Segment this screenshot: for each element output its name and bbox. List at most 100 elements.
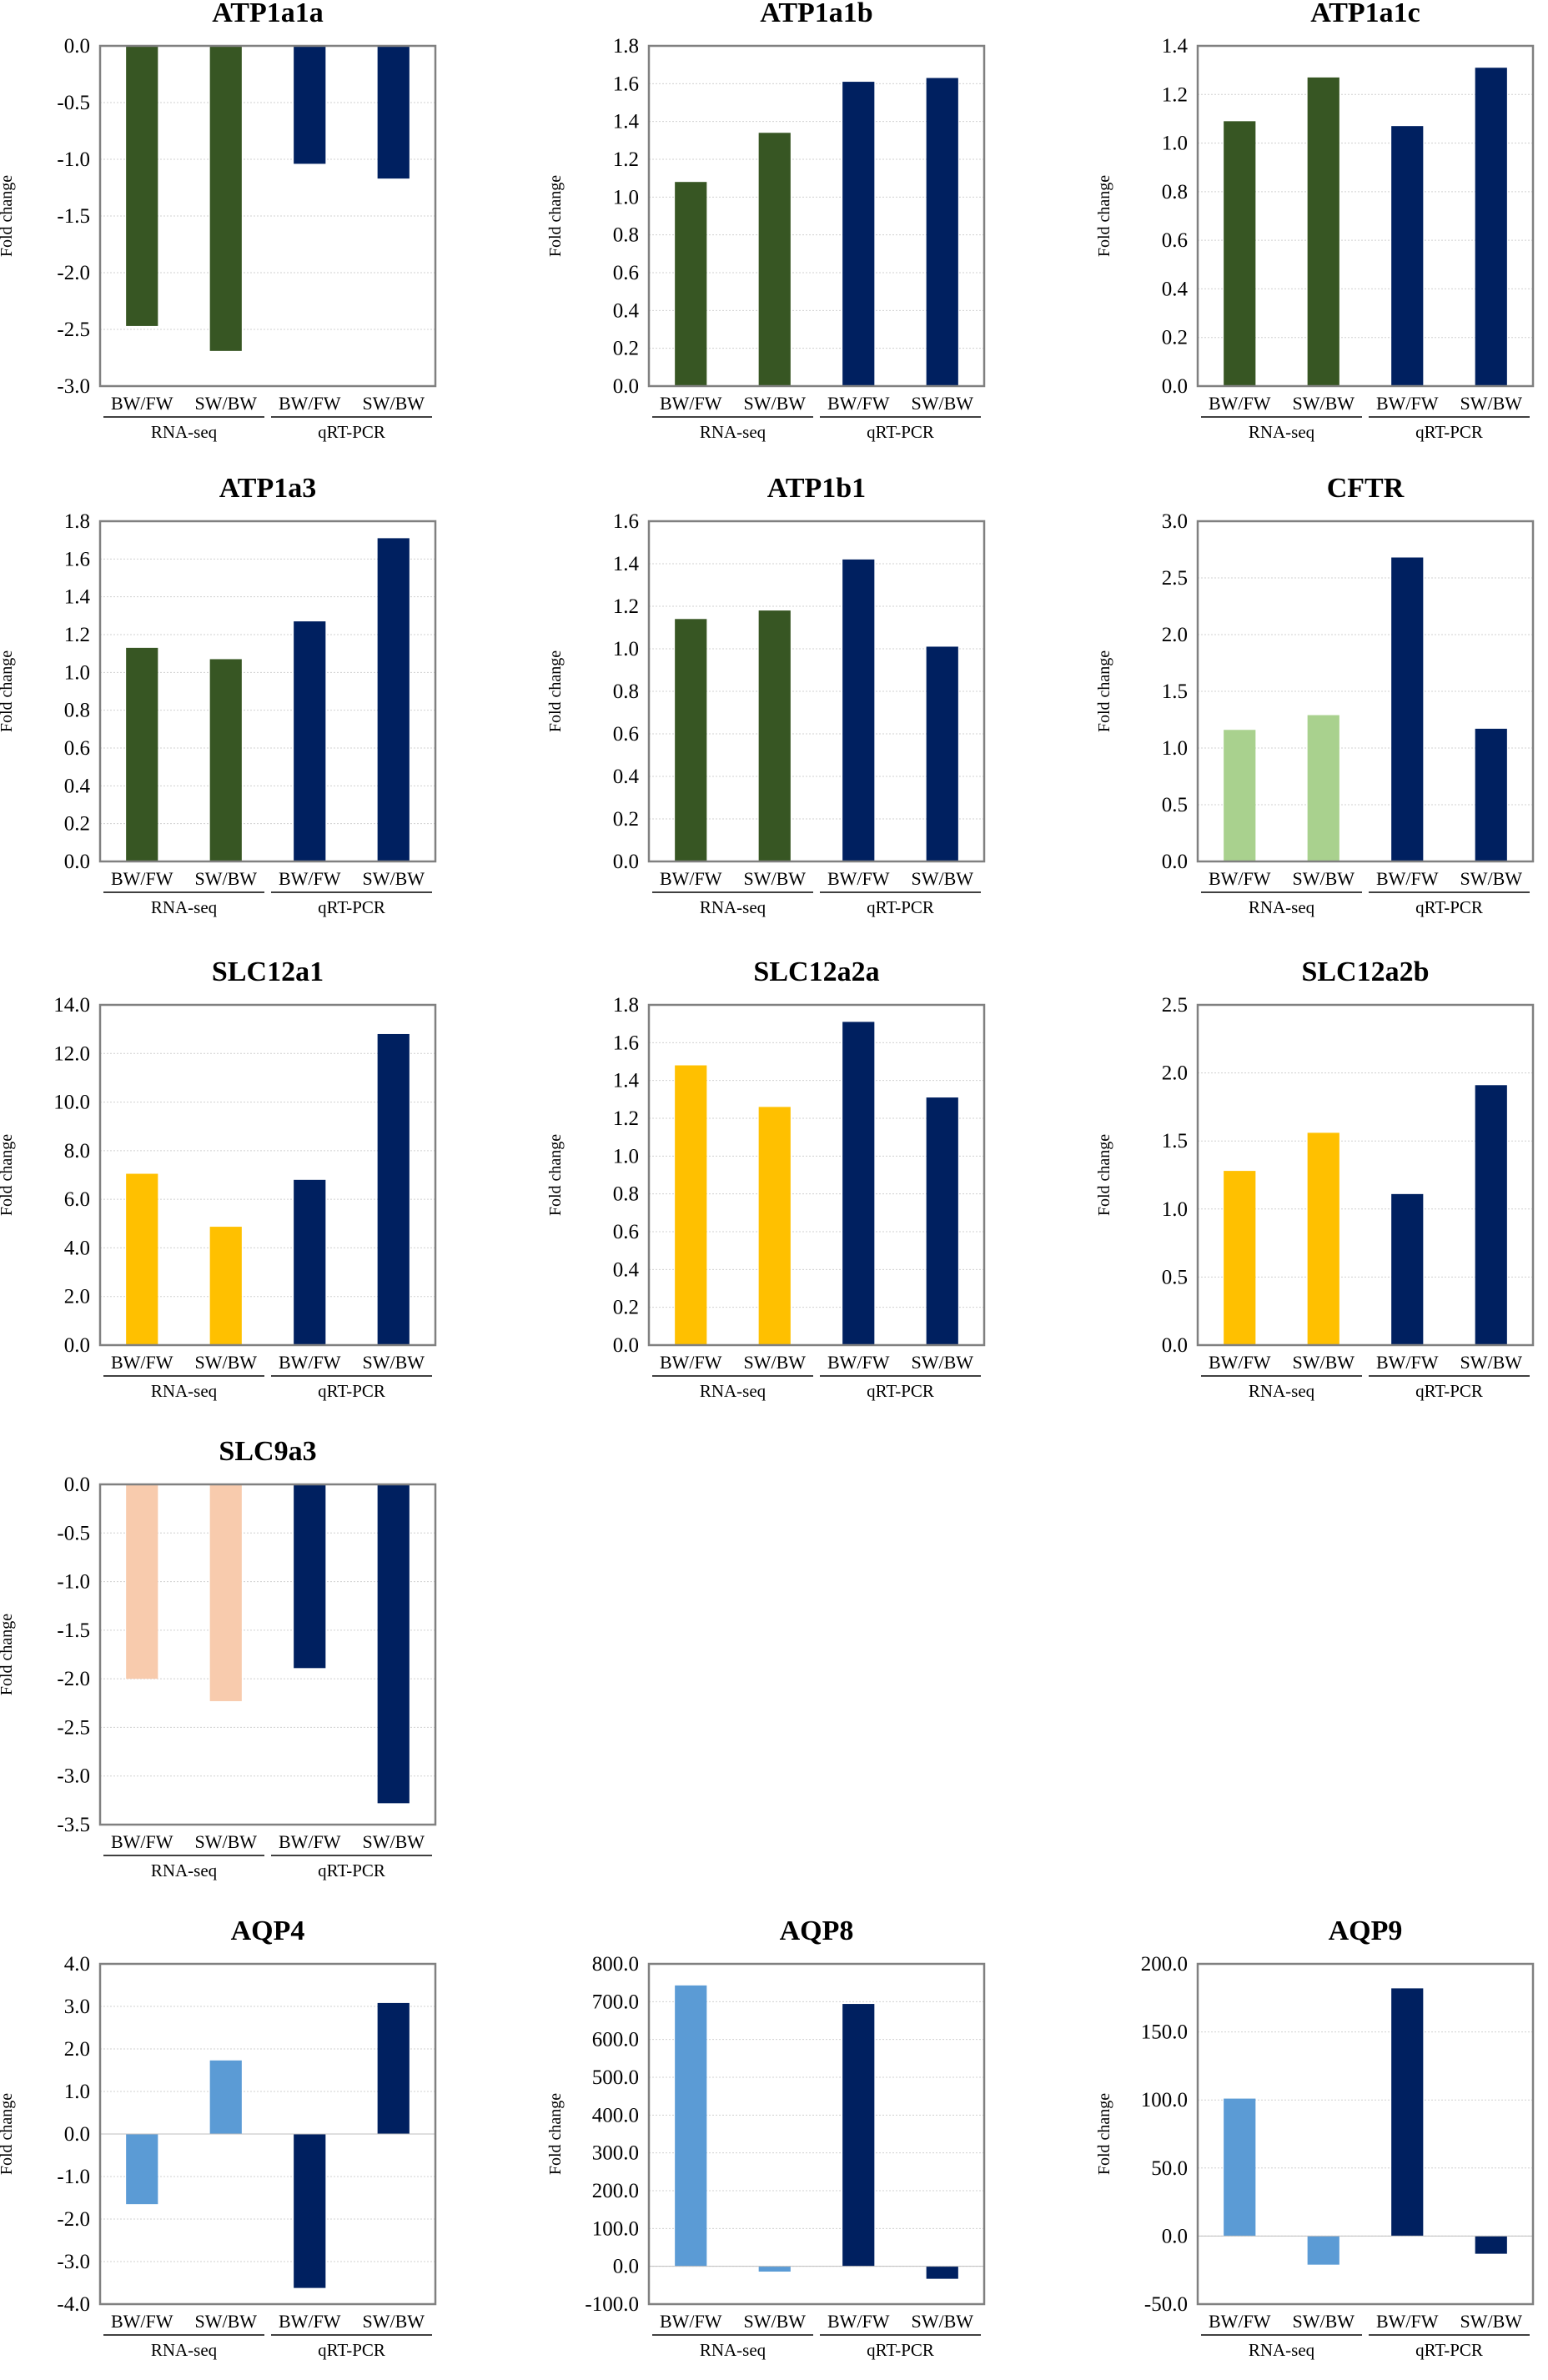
y-tick-label: 0.0 xyxy=(613,375,639,398)
x-tick-label: BW/FW xyxy=(1209,868,1271,889)
bar-atp1a3-2 xyxy=(209,659,242,861)
group-label: qRT-PCR xyxy=(318,1381,385,1401)
plot-frame xyxy=(98,1483,437,1826)
x-tick-label: BW/FW xyxy=(1376,2311,1439,2332)
y-tick-label: 1.0 xyxy=(613,638,639,660)
bar-aqp8-2 xyxy=(758,2266,791,2272)
plot-frame xyxy=(98,44,437,388)
plot-frame xyxy=(1196,44,1535,388)
y-tick-label: 0.2 xyxy=(64,813,90,836)
bar-atp1a1b-1 xyxy=(675,182,707,386)
group-label: qRT-PCR xyxy=(1415,2340,1483,2360)
x-tick-label: SW/BW xyxy=(1292,1352,1354,1373)
y-tick-label: -1.0 xyxy=(57,1571,90,1594)
y-tick-label: -2.0 xyxy=(57,2208,90,2231)
group-label: qRT-PCR xyxy=(318,1860,385,1880)
chart-aqp4: AQP4 -4.0 -3.0 -2.0 -1.0 0.0 1.0 2.0 3.0 4.0 Fold … xyxy=(0,1916,450,2380)
x-tick-label: SW/BW xyxy=(362,393,425,414)
y-tick-label: 2.5 xyxy=(1162,567,1188,590)
y-tick-label: 100.0 xyxy=(1141,2089,1188,2111)
y-tick-label: 0.0 xyxy=(64,35,90,58)
x-tick-label: BW/FW xyxy=(827,2311,890,2332)
y-tick-label: 10.0 xyxy=(53,1092,90,1114)
chart-atp1a1b: ATP1a1b 0.0 0.2 0.4 0.6 0.8 1.0 1.2 1.4 1.6 1.8 Fol… xyxy=(546,0,999,454)
y-tick-label: 1.2 xyxy=(613,1107,639,1130)
y-tick-label: 0.6 xyxy=(613,262,639,284)
group-label: RNA-seq xyxy=(151,422,218,442)
x-tick-label: SW/BW xyxy=(743,1352,806,1373)
y-tick-label: -2.0 xyxy=(57,262,90,284)
x-tick-label: SW/BW xyxy=(743,2311,806,2332)
bar-atp1b1-4 xyxy=(926,646,958,861)
chart-atp1a3: ATP1a3 0.0 0.2 0.4 0.6 0.8 1.0 1.2 1.4 1.6 1.8 Fold… xyxy=(0,473,450,930)
chart-atp1a1a-svg: ATP1a1a -3.0 -2.5 -2.0 -1.5 -1.0 -0.5 0.0 Fold c… xyxy=(0,0,437,442)
chart-atp1a3-svg: ATP1a3 0.0 0.2 0.4 0.6 0.8 1.0 1.2 1.4 1.6 1.8 Fold… xyxy=(0,473,437,917)
y-tick-label: 1.4 xyxy=(613,1070,640,1092)
y-axis-label: Fold change xyxy=(0,650,16,732)
plot-frame xyxy=(647,1962,986,2306)
x-tick-label: BW/FW xyxy=(1209,2311,1271,2332)
y-tick-label: 0.0 xyxy=(613,1334,639,1357)
bar-atp1a1c-2 xyxy=(1307,77,1339,386)
group-label: qRT-PCR xyxy=(318,422,385,442)
y-axis-label: Fold change xyxy=(1095,175,1113,257)
y-axis-label: Fold change xyxy=(0,2093,16,2175)
y-tick-label: 1.0 xyxy=(1162,737,1188,760)
y-tick-label: 1.5 xyxy=(1162,680,1188,703)
y-tick-label: 0.8 xyxy=(613,224,639,247)
plot-frame xyxy=(98,520,437,863)
x-tick-label: BW/FW xyxy=(660,868,722,889)
y-tick-label: 3.0 xyxy=(1162,510,1188,533)
x-tick-label: BW/FW xyxy=(827,1352,890,1373)
y-tick-label: 0.5 xyxy=(1162,794,1188,816)
chart-slc12a2b: SLC12a2b 0.0 0.5 1.0 1.5 2.0 2.5 Fold change BW/… xyxy=(1095,957,1548,1413)
y-tick-label: 0.2 xyxy=(613,1297,639,1319)
y-tick-label: -3.5 xyxy=(57,1814,90,1836)
bar-aqp8-3 xyxy=(842,2004,875,2267)
y-tick-label: 200.0 xyxy=(1141,1953,1188,1976)
y-tick-label: 0.5 xyxy=(1162,1266,1188,1288)
chart-title: ATP1b1 xyxy=(767,473,866,504)
bar-atp1a1b-3 xyxy=(842,82,875,387)
group-label: qRT-PCR xyxy=(318,897,385,917)
x-tick-label: BW/FW xyxy=(660,393,722,414)
y-tick-label: 1.4 xyxy=(613,111,640,133)
bar-cftr-2 xyxy=(1307,715,1339,861)
bar-slc12a2a-4 xyxy=(926,1097,958,1345)
group-label: RNA-seq xyxy=(700,1381,766,1401)
chart-title: ATP1a1b xyxy=(760,0,872,28)
y-tick-label: -1.0 xyxy=(57,2166,90,2188)
bar-slc9a3-3 xyxy=(294,1484,326,1669)
bar-atp1a1a-1 xyxy=(126,46,158,326)
y-tick-label: -1.5 xyxy=(57,1619,90,1642)
chart-slc9a3: SLC9a3 -3.5 -3.0 -2.5 -2.0 -1.5 -1.0 -0.5 0.0 Fol… xyxy=(0,1436,450,1893)
y-tick-label: 2.0 xyxy=(64,1286,90,1308)
y-tick-label: -3.0 xyxy=(57,2251,90,2273)
x-tick-label: BW/FW xyxy=(111,1831,173,1852)
chart-atp1b1: ATP1b1 0.0 0.2 0.4 0.6 0.8 1.0 1.2 1.4 1.6 Fold ch… xyxy=(546,473,999,930)
bar-cftr-3 xyxy=(1391,557,1424,861)
chart-slc12a1: SLC12a1 0.0 2.0 4.0 6.0 8.0 10.0 12.0 14.0 Fold c… xyxy=(0,957,450,1413)
y-tick-label: 1.0 xyxy=(64,2081,90,2103)
bar-atp1a3-3 xyxy=(294,621,326,861)
chart-aqp9-svg: AQP9 -50.0 0.0 50.0 100.0 150.0 200.0 Fold chan… xyxy=(1095,1916,1535,2360)
y-tick-label: 0.0 xyxy=(64,2123,90,2146)
y-tick-label: 2.0 xyxy=(1162,624,1188,646)
bar-slc12a2b-3 xyxy=(1391,1193,1424,1345)
y-tick-label: 0.0 xyxy=(64,1334,90,1357)
bar-atp1a1c-1 xyxy=(1224,121,1256,387)
y-tick-label: 0.0 xyxy=(64,1474,90,1496)
y-tick-label: 3.0 xyxy=(64,1996,90,2018)
bar-atp1a1b-4 xyxy=(926,78,958,387)
x-tick-label: SW/BW xyxy=(1292,2311,1354,2332)
bar-atp1a1b-2 xyxy=(758,133,791,386)
plot-frame xyxy=(647,1003,986,1347)
chart-title: ATP1a3 xyxy=(219,473,316,504)
group-label: RNA-seq xyxy=(151,1381,218,1401)
chart-slc12a2b-svg: SLC12a2b 0.0 0.5 1.0 1.5 2.0 2.5 Fold change BW/… xyxy=(1095,957,1535,1401)
y-tick-label: 150.0 xyxy=(1141,2021,1188,2044)
y-tick-label: 2.0 xyxy=(1162,1062,1188,1085)
plot-frame xyxy=(98,1962,437,2306)
x-tick-label: SW/BW xyxy=(194,1831,257,1852)
chart-slc12a2a-svg: SLC12a2a 0.0 0.2 0.4 0.6 0.8 1.0 1.2 1.4 1.6 1.8 Fo… xyxy=(546,957,986,1401)
